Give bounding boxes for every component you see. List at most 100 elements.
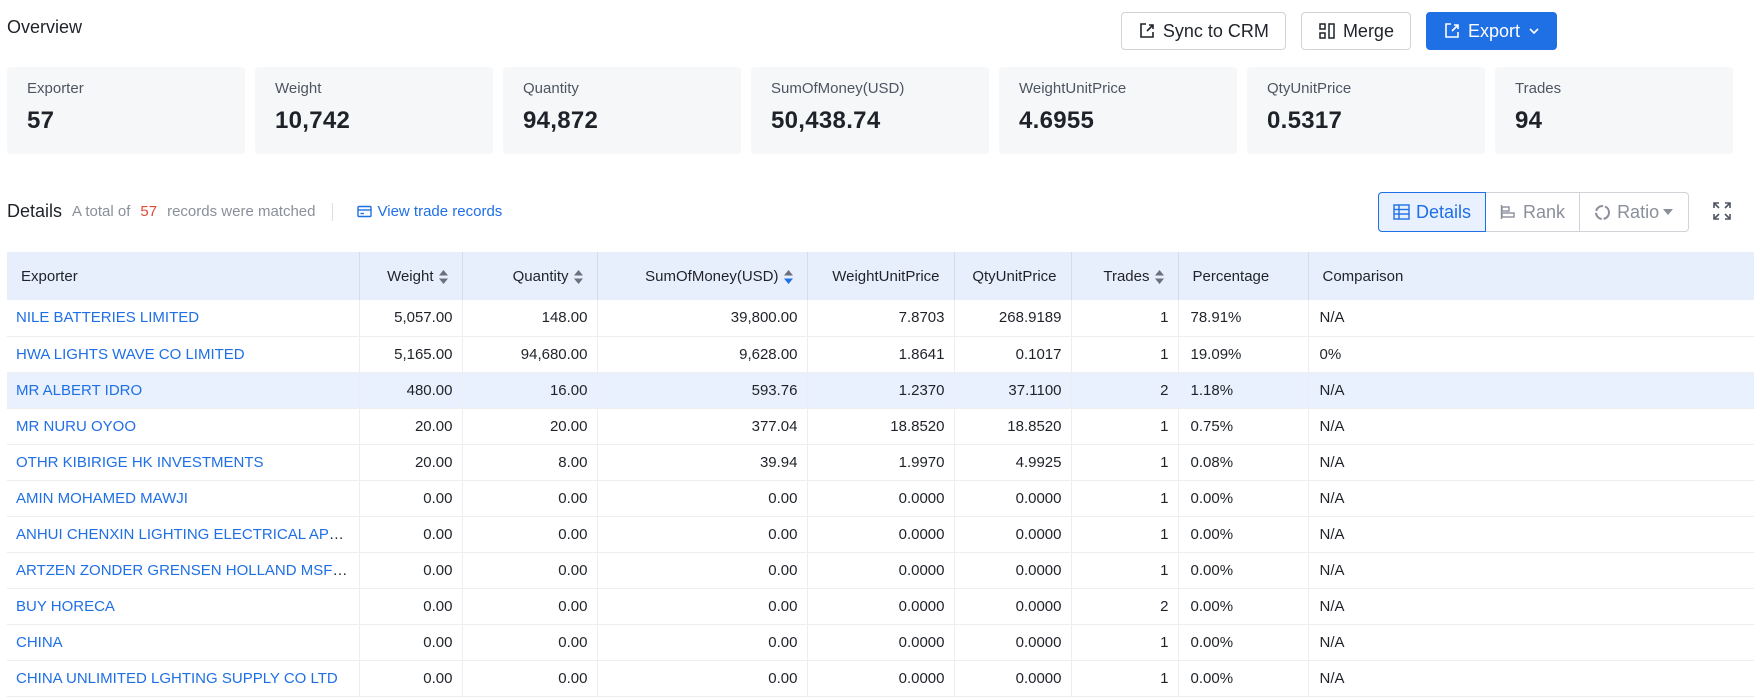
cell-percentage: 78.91% bbox=[1178, 300, 1309, 337]
sync-icon bbox=[1140, 23, 1154, 38]
view-trade-records-link[interactable]: View trade records bbox=[356, 203, 502, 220]
exporter-link[interactable]: HWA LIGHTS WAVE CO LIMITED bbox=[16, 345, 245, 363]
cell-weight: 20.00 bbox=[359, 444, 463, 481]
stat-card: Quantity 94,872 bbox=[503, 67, 741, 154]
cell-quantity: 0.00 bbox=[462, 588, 598, 625]
card-icon bbox=[356, 205, 372, 218]
stat-label: Exporter bbox=[27, 80, 84, 97]
col-qty-unit-price[interactable]: QtyUnitPrice bbox=[954, 252, 1072, 300]
caret-down-icon bbox=[1663, 209, 1674, 215]
match-prefix: A total of bbox=[72, 203, 131, 220]
table-row[interactable]: BUY HORECA 0.00 0.00 0.00 0.0000 0.0000 2 0.00%… bbox=[7, 588, 1754, 625]
cell-comparison: 0% bbox=[1308, 336, 1754, 373]
rank-view-button[interactable]: Rank bbox=[1486, 193, 1581, 231]
cell-percentage: 0.08% bbox=[1178, 444, 1309, 481]
cell-weight: 0.00 bbox=[359, 588, 463, 625]
table-row[interactable]: ARTZEN ZONDER GRENSEN HOLLAND MSF HOLLAN… bbox=[7, 552, 1754, 589]
table-row[interactable]: CHINA UNLIMITED LGHTING SUPPLY CO LTD 0.0… bbox=[7, 660, 1754, 697]
cell-exporter: AMIN MOHAMED MAWJI bbox=[7, 480, 360, 517]
exporter-link[interactable]: NILE BATTERIES LIMITED bbox=[16, 309, 200, 327]
cell-trades: 1 bbox=[1071, 624, 1179, 661]
exporter-link[interactable]: ARTZEN ZONDER GRENSEN HOLLAND MSF HOLLAN… bbox=[16, 561, 359, 579]
cell-qty-unit-price: 0.0000 bbox=[954, 552, 1072, 589]
exporter-link[interactable]: OTHR KIBIRIGE HK INVESTMENTS bbox=[16, 453, 264, 471]
cell-weight-unit-price: 0.0000 bbox=[807, 552, 955, 589]
exporter-link[interactable]: CHINA UNLIMITED LGHTING SUPPLY CO LTD bbox=[16, 669, 338, 687]
cell-quantity: 20.00 bbox=[462, 408, 598, 445]
col-exporter-label: Exporter bbox=[21, 267, 78, 285]
table-row[interactable]: ANHUI CHENXIN LIGHTING ELECTRICAL APPLIA… bbox=[7, 516, 1754, 553]
cell-trades: 1 bbox=[1071, 336, 1179, 373]
cell-weight-unit-price: 18.8520 bbox=[807, 408, 955, 445]
table-row[interactable]: CHINA 0.00 0.00 0.00 0.0000 0.0000 1 0.00% N/A bbox=[7, 624, 1754, 661]
merge-button[interactable]: Merge bbox=[1300, 12, 1411, 50]
table-row[interactable]: MR NURU OYOO 20.00 20.00 377.04 18.8520 18.85… bbox=[7, 408, 1754, 445]
merge-icon bbox=[1319, 23, 1335, 39]
export-label: Export bbox=[1467, 20, 1520, 41]
table-row[interactable]: OTHR KIBIRIGE HK INVESTMENTS 20.00 8.00 39.… bbox=[7, 444, 1754, 481]
details-bar: Details A total of 57 records were match… bbox=[7, 201, 502, 222]
cell-weight: 0.00 bbox=[359, 660, 463, 697]
exporter-link[interactable]: MR ALBERT IDRO bbox=[16, 381, 143, 399]
exporter-link[interactable]: AMIN MOHAMED MAWJI bbox=[16, 489, 188, 507]
exporter-link[interactable]: ANHUI CHENXIN LIGHTING ELECTRICAL APPLIA… bbox=[16, 525, 358, 543]
table-row[interactable]: HWA LIGHTS WAVE CO LIMITED 5,165.00 94,680… bbox=[7, 336, 1754, 373]
table-row[interactable]: MR ALBERT IDRO 480.00 16.00 593.76 1.2370 37.… bbox=[7, 372, 1754, 409]
sync-to-crm-button[interactable]: Sync to CRM bbox=[1120, 12, 1286, 50]
cell-trades: 2 bbox=[1071, 372, 1179, 409]
cell-sum: 0.00 bbox=[597, 480, 808, 517]
cell-weight: 5,165.00 bbox=[359, 336, 463, 373]
stat-value: 94 bbox=[1515, 107, 1543, 134]
cell-percentage: 0.00% bbox=[1178, 480, 1309, 517]
export-button[interactable]: Export bbox=[1425, 12, 1557, 50]
stat-value: 57 bbox=[27, 107, 55, 134]
fullscreen-icon[interactable] bbox=[1712, 201, 1732, 226]
col-sum-of-money[interactable]: SumOfMoney(USD) bbox=[597, 252, 808, 300]
cell-quantity: 16.00 bbox=[462, 372, 598, 409]
col-exporter[interactable]: Exporter bbox=[7, 252, 360, 300]
table-row[interactable]: NILE BATTERIES LIMITED 5,057.00 148.00 39,8… bbox=[7, 300, 1754, 337]
col-sum-label: SumOfMoney(USD) bbox=[645, 267, 779, 285]
cell-weight-unit-price: 0.0000 bbox=[807, 660, 955, 697]
col-comparison-label: Comparison bbox=[1322, 267, 1404, 285]
cell-comparison: N/A bbox=[1308, 552, 1754, 589]
cell-sum: 377.04 bbox=[597, 408, 808, 445]
stat-value: 0.5317 bbox=[1267, 107, 1343, 134]
col-quantity[interactable]: Quantity bbox=[462, 252, 598, 300]
export-icon bbox=[1445, 23, 1459, 38]
exporter-link[interactable]: BUY HORECA bbox=[16, 597, 115, 615]
col-trades[interactable]: Trades bbox=[1071, 252, 1179, 300]
stat-card: QtyUnitPrice 0.5317 bbox=[1247, 67, 1485, 154]
cell-qty-unit-price: 18.8520 bbox=[954, 408, 1072, 445]
cell-exporter: OTHR KIBIRIGE HK INVESTMENTS bbox=[7, 444, 360, 481]
cell-weight-unit-price: 0.0000 bbox=[807, 480, 955, 517]
cell-weight-unit-price: 1.9970 bbox=[807, 444, 955, 481]
sort-icon bbox=[1154, 269, 1164, 284]
exporter-link[interactable]: MR NURU OYOO bbox=[16, 417, 136, 435]
cell-percentage: 0.00% bbox=[1178, 624, 1309, 661]
details-view-label: Details bbox=[1416, 201, 1472, 222]
col-trades-label: Trades bbox=[1103, 267, 1150, 285]
match-count: 57 bbox=[140, 203, 158, 220]
cell-qty-unit-price: 0.1017 bbox=[954, 336, 1072, 373]
ratio-view-button[interactable]: Ratio bbox=[1580, 193, 1688, 231]
cell-weight-unit-price: 1.2370 bbox=[807, 372, 955, 409]
table-row[interactable]: AMIN MOHAMED MAWJI 0.00 0.00 0.00 0.0000 0.00… bbox=[7, 480, 1754, 517]
cell-quantity: 0.00 bbox=[462, 660, 598, 697]
col-weight[interactable]: Weight bbox=[359, 252, 463, 300]
cell-weight-unit-price: 0.0000 bbox=[807, 516, 955, 553]
cell-weight: 0.00 bbox=[359, 480, 463, 517]
col-percentage-label: Percentage bbox=[1192, 267, 1270, 285]
cell-sum: 0.00 bbox=[597, 624, 808, 661]
stat-card: Trades 94 bbox=[1495, 67, 1733, 154]
cell-comparison: N/A bbox=[1308, 300, 1754, 337]
stat-label: SumOfMoney(USD) bbox=[771, 80, 905, 97]
col-weight-unit-price[interactable]: WeightUnitPrice bbox=[807, 252, 955, 300]
cell-weight-unit-price: 0.0000 bbox=[807, 588, 955, 625]
details-view-button[interactable]: Details bbox=[1378, 192, 1487, 232]
view-toggle: Details Rank Ratio bbox=[1378, 192, 1690, 232]
stat-value: 94,872 bbox=[523, 107, 599, 134]
cell-weight: 0.00 bbox=[359, 624, 463, 661]
cell-comparison: N/A bbox=[1308, 480, 1754, 517]
exporter-link[interactable]: CHINA bbox=[16, 633, 63, 651]
